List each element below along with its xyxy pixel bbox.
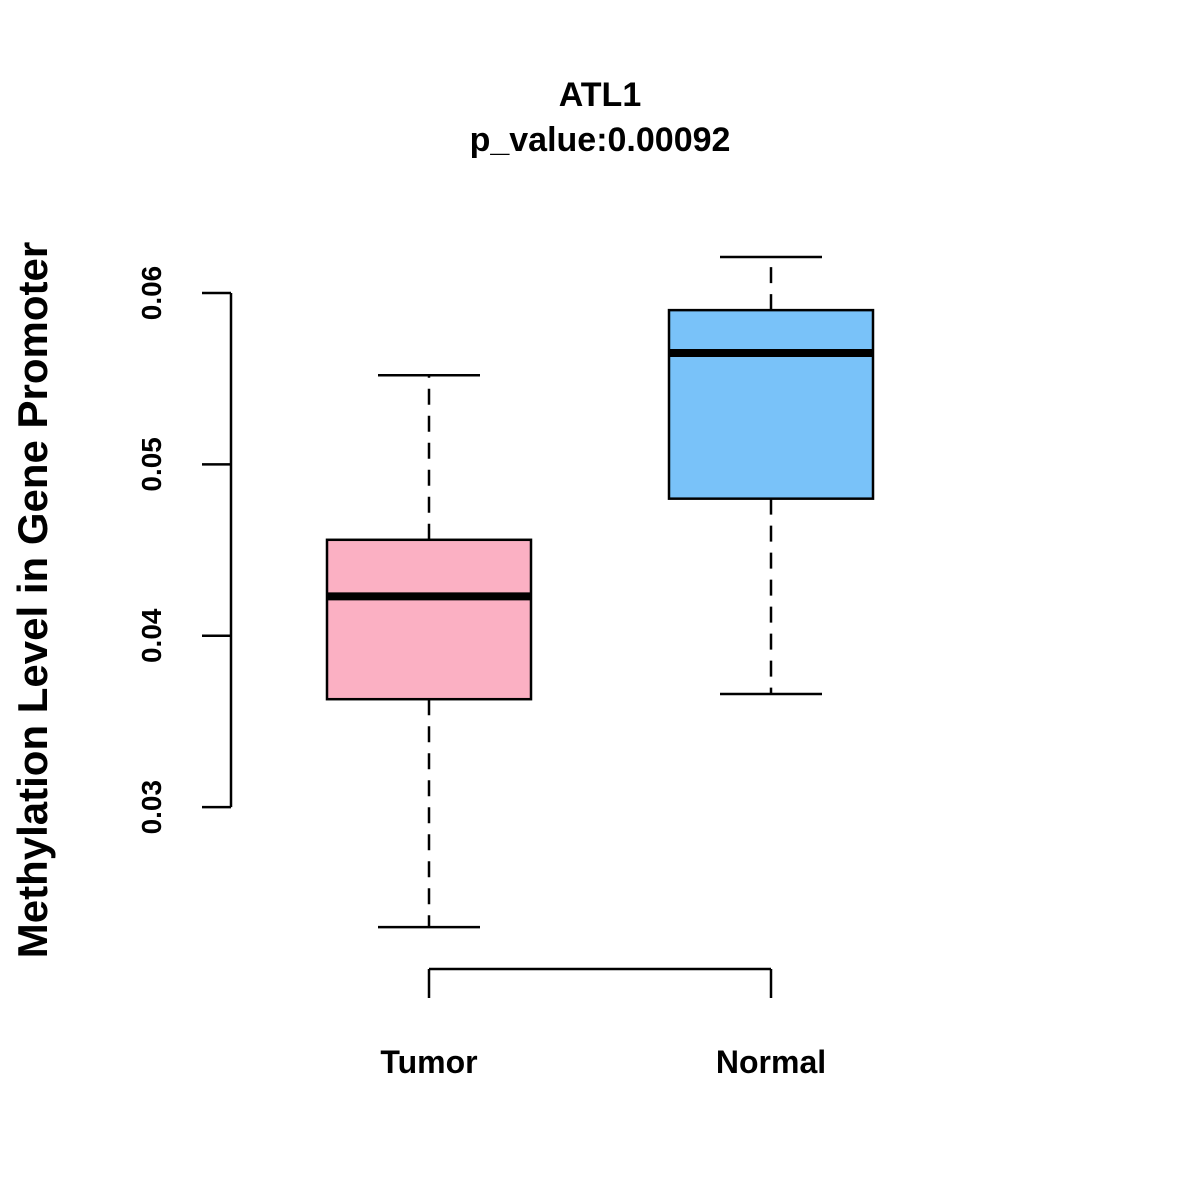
y-axis-label: Methylation Level in Gene Promoter: [9, 242, 56, 958]
x-tick-label-normal: Normal: [716, 1044, 826, 1080]
y-tick-label: 0.06: [136, 266, 167, 321]
x-tick-label-tumor: Tumor: [380, 1044, 477, 1080]
y-axis: 0.03 0.04 0.05 0.06: [136, 266, 233, 835]
y-tick-label: 0.03: [136, 780, 167, 835]
iqr-box: [325, 538, 533, 701]
x-axis: Tumor Normal: [380, 967, 826, 1080]
box-normal: [667, 255, 875, 696]
chart-title: ATL1: [559, 76, 641, 114]
chart-subtitle: p_value:0.00092: [470, 121, 731, 159]
iqr-box: [667, 308, 875, 500]
box-tumor: [325, 374, 533, 929]
y-tick-label: 0.04: [136, 608, 167, 663]
y-tick-label: 0.05: [136, 437, 167, 492]
boxes: [325, 255, 875, 929]
